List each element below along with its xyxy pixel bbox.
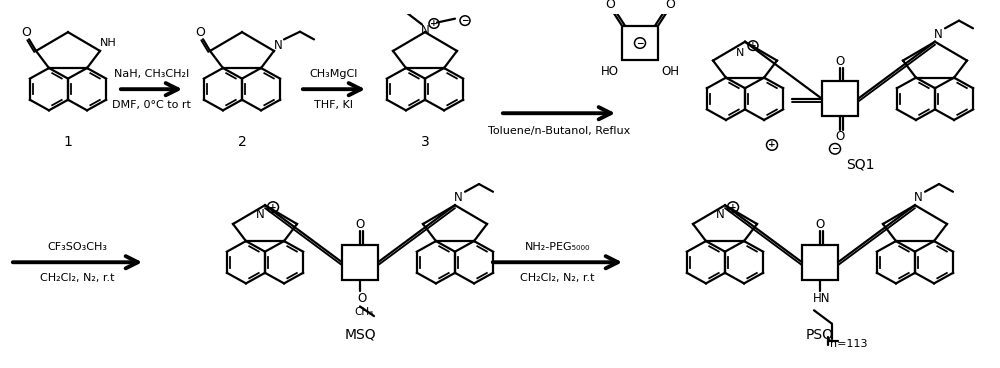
Text: N: N bbox=[256, 208, 264, 221]
Text: O: O bbox=[665, 0, 675, 11]
Text: O: O bbox=[815, 218, 825, 231]
Text: −: − bbox=[831, 144, 839, 153]
Text: THF, KI: THF, KI bbox=[314, 100, 354, 110]
Text: +: + bbox=[430, 19, 438, 28]
Text: −: − bbox=[636, 39, 644, 47]
Text: +: + bbox=[749, 41, 757, 50]
Text: N: N bbox=[421, 24, 429, 37]
Text: OH: OH bbox=[661, 66, 679, 78]
Text: N: N bbox=[736, 48, 744, 58]
Text: O: O bbox=[605, 0, 615, 11]
Text: CF₃SO₃CH₃: CF₃SO₃CH₃ bbox=[48, 242, 108, 252]
Text: CH₃MgCl: CH₃MgCl bbox=[310, 69, 358, 79]
Text: DMF, 0°C to rt: DMF, 0°C to rt bbox=[112, 100, 191, 110]
Text: O: O bbox=[835, 55, 845, 68]
Text: 2: 2 bbox=[238, 135, 246, 149]
Text: 3: 3 bbox=[421, 135, 429, 149]
Text: NH₂-PEG₅₀₀₀: NH₂-PEG₅₀₀₀ bbox=[525, 242, 590, 252]
Text: +: + bbox=[768, 141, 776, 149]
Text: SQ1: SQ1 bbox=[846, 157, 874, 171]
Text: CH₂Cl₂, N₂, r.t: CH₂Cl₂, N₂, r.t bbox=[520, 273, 595, 283]
Text: O: O bbox=[357, 292, 367, 305]
Text: CH₂Cl₂, N₂, r.t: CH₂Cl₂, N₂, r.t bbox=[40, 273, 115, 283]
Text: N: N bbox=[934, 28, 942, 40]
Text: HN: HN bbox=[813, 292, 831, 305]
Text: O: O bbox=[355, 218, 365, 231]
Text: N: N bbox=[716, 208, 724, 221]
Text: N: N bbox=[274, 39, 282, 52]
Text: 1: 1 bbox=[64, 135, 72, 149]
Text: MSQ: MSQ bbox=[344, 328, 376, 342]
Text: −: − bbox=[461, 16, 469, 25]
Text: O: O bbox=[21, 26, 31, 39]
Text: NaH, CH₃CH₂I: NaH, CH₃CH₂I bbox=[114, 69, 189, 79]
Text: Toluene/n-Butanol, Reflux: Toluene/n-Butanol, Reflux bbox=[488, 125, 630, 135]
Text: N: N bbox=[454, 191, 462, 204]
Text: CH₃: CH₃ bbox=[354, 307, 374, 317]
Text: +: + bbox=[729, 203, 737, 212]
Text: HO: HO bbox=[601, 66, 619, 78]
Text: N: N bbox=[914, 191, 922, 204]
Text: +: + bbox=[269, 203, 277, 212]
Text: O: O bbox=[835, 130, 845, 143]
Text: O: O bbox=[195, 26, 205, 39]
Text: NH: NH bbox=[100, 38, 116, 48]
Text: PSQ: PSQ bbox=[806, 328, 834, 342]
Text: n=113: n=113 bbox=[830, 339, 868, 349]
